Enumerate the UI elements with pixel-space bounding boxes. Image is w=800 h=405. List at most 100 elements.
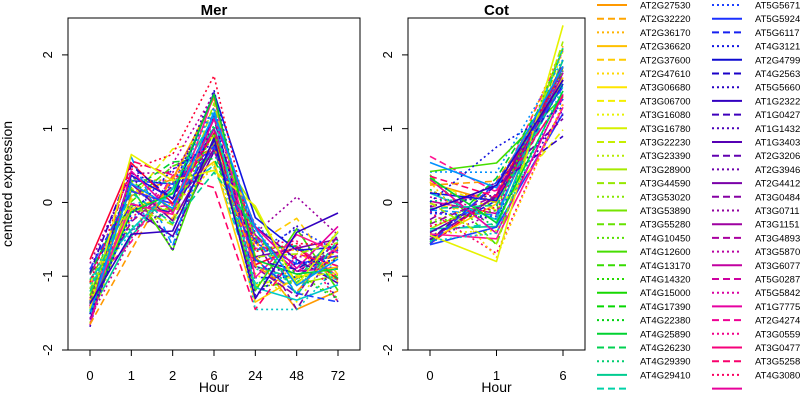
series-line [89, 114, 339, 324]
legend-label: AT3G4893 [755, 233, 800, 244]
series-line [89, 93, 339, 313]
legend-label: AT2G36620 [640, 42, 691, 53]
legend-label: AT2G27530 [640, 1, 691, 12]
y-tick-label: 2 [40, 51, 55, 58]
series-line [89, 157, 339, 280]
y-tick-label: 0 [40, 199, 55, 206]
legend-label: AT5G5671 [755, 1, 800, 12]
legend-label: AT5G0287 [755, 275, 800, 286]
legend-label: AT4G26230 [640, 343, 691, 354]
y-tick-label: 2 [380, 51, 395, 58]
legend-label: AT4G25890 [640, 329, 691, 340]
legend-label: AT3G23390 [640, 151, 691, 162]
series-line [429, 66, 564, 216]
legend-label: AT4G29410 [640, 370, 691, 381]
series-line [429, 129, 564, 212]
legend-label: AT3G5258 [755, 357, 800, 368]
series-line [429, 41, 564, 245]
x-tick-label: 0 [86, 368, 93, 383]
series-line [429, 106, 564, 240]
series-line [89, 102, 339, 290]
panel-title: Cot [484, 2, 509, 19]
legend-label: AT3G5870 [755, 247, 800, 258]
legend-label: AT1G3403 [755, 138, 800, 149]
series-line [429, 25, 564, 263]
legend-label: AT2G36170 [640, 28, 691, 39]
legend-label: AT2G4412 [755, 179, 800, 190]
x-axis-label: Hour [481, 379, 512, 395]
legend-label: AT3G6077 [755, 261, 800, 272]
legend-label: AT3G44590 [640, 179, 691, 190]
series-line [89, 151, 339, 289]
panel-cot: Cot 0 1 6 -2 -1 0 1 2 Hour [380, 2, 586, 395]
series-line [429, 86, 564, 242]
series-line [429, 104, 564, 255]
legend-label: AT3G16080 [640, 110, 691, 121]
x-tick-label: 6 [559, 368, 566, 383]
series-line [89, 167, 339, 301]
series-line [429, 90, 564, 224]
legend-label: AT2G3206 [755, 151, 800, 162]
y-tick-label: -2 [40, 344, 55, 356]
legend-label: AT3G0711 [755, 206, 800, 217]
x-tick-label: 6 [210, 368, 217, 383]
legend-label: AT3G53020 [640, 192, 691, 203]
legend-label: AT5G5924 [755, 14, 800, 25]
series-line [89, 171, 339, 297]
legend-label: AT1G1432 [755, 124, 800, 135]
series-line [89, 150, 339, 285]
series-line [89, 109, 339, 311]
series-lines-mer [89, 75, 339, 328]
series-line [429, 51, 564, 235]
series-line [89, 91, 339, 303]
legend: AT2G27530 AT2G32220 AT2G36170 AT2G36620 AT2G… [597, 1, 800, 390]
legend-label: AT5G6117 [755, 28, 800, 39]
legend-label: AT5G5660 [755, 83, 800, 94]
series-line [89, 112, 339, 314]
y-tick-label: -2 [380, 344, 395, 356]
x-tick-label: 1 [128, 368, 135, 383]
series-line [429, 84, 564, 202]
legend-label: AT4G13170 [640, 261, 691, 272]
legend-label: AT3G28900 [640, 165, 691, 176]
legend-label: AT4G12600 [640, 247, 691, 258]
legend-label: AT4G17390 [640, 302, 691, 313]
legend-label: AT3G55280 [640, 220, 691, 231]
legend-label: AT2G3946 [755, 165, 800, 176]
legend-label: AT2G37600 [640, 55, 691, 66]
series-line [89, 106, 339, 302]
y-tick-label: -1 [40, 270, 55, 282]
x-tick-label: 72 [331, 368, 345, 383]
legend-label: AT3G22230 [640, 138, 691, 149]
legend-label: AT2G4799 [755, 55, 800, 66]
legend-label: AT3G0484 [755, 192, 800, 203]
x-tick-label: 0 [426, 368, 433, 383]
series-line [89, 75, 339, 283]
series-line [429, 98, 564, 218]
series-line [89, 136, 339, 296]
x-tick-label: 2 [169, 368, 176, 383]
x-tick-label: 48 [289, 368, 303, 383]
legend-label: AT3G1151 [755, 220, 800, 231]
legend-label: AT4G3080 [755, 370, 800, 381]
legend-label: AT2G32220 [640, 14, 691, 25]
legend-label: AT2G47610 [640, 69, 691, 80]
series-line [429, 58, 564, 174]
panel-title: Mer [201, 2, 228, 19]
series-line [429, 102, 564, 259]
legend-label: AT4G29390 [640, 357, 691, 368]
legend-label: AT2G4274 [755, 316, 800, 327]
legend-label: AT4G10450 [640, 233, 691, 244]
legend-label: AT1G2322 [755, 96, 800, 107]
series-line [89, 127, 339, 314]
x-tick-label: 24 [248, 368, 262, 383]
series-line [89, 118, 339, 326]
series-line [89, 137, 339, 305]
y-tick-label: 1 [380, 125, 395, 132]
series-line [429, 106, 564, 203]
series-lines-cot [429, 25, 564, 263]
legend-label: AT3G0559 [755, 329, 800, 340]
y-tick-label: 0 [380, 199, 395, 206]
x-tick-label: 1 [493, 368, 500, 383]
